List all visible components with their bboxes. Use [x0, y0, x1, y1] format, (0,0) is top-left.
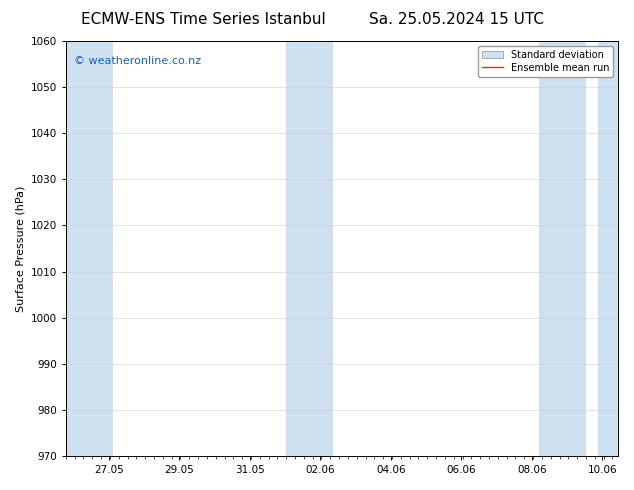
Bar: [539, 41, 586, 456]
Y-axis label: Surface Pressure (hPa): Surface Pressure (hPa): [15, 185, 25, 312]
Text: ECMW-ENS Time Series Istanbul: ECMW-ENS Time Series Istanbul: [81, 12, 325, 27]
Text: Sa. 25.05.2024 15 UTC: Sa. 25.05.2024 15 UTC: [369, 12, 544, 27]
Bar: [598, 41, 618, 456]
Legend: Standard deviation, Ensemble mean run: Standard deviation, Ensemble mean run: [478, 46, 614, 76]
Bar: [66, 41, 113, 456]
Bar: [286, 41, 333, 456]
Text: © weatheronline.co.nz: © weatheronline.co.nz: [74, 55, 201, 66]
